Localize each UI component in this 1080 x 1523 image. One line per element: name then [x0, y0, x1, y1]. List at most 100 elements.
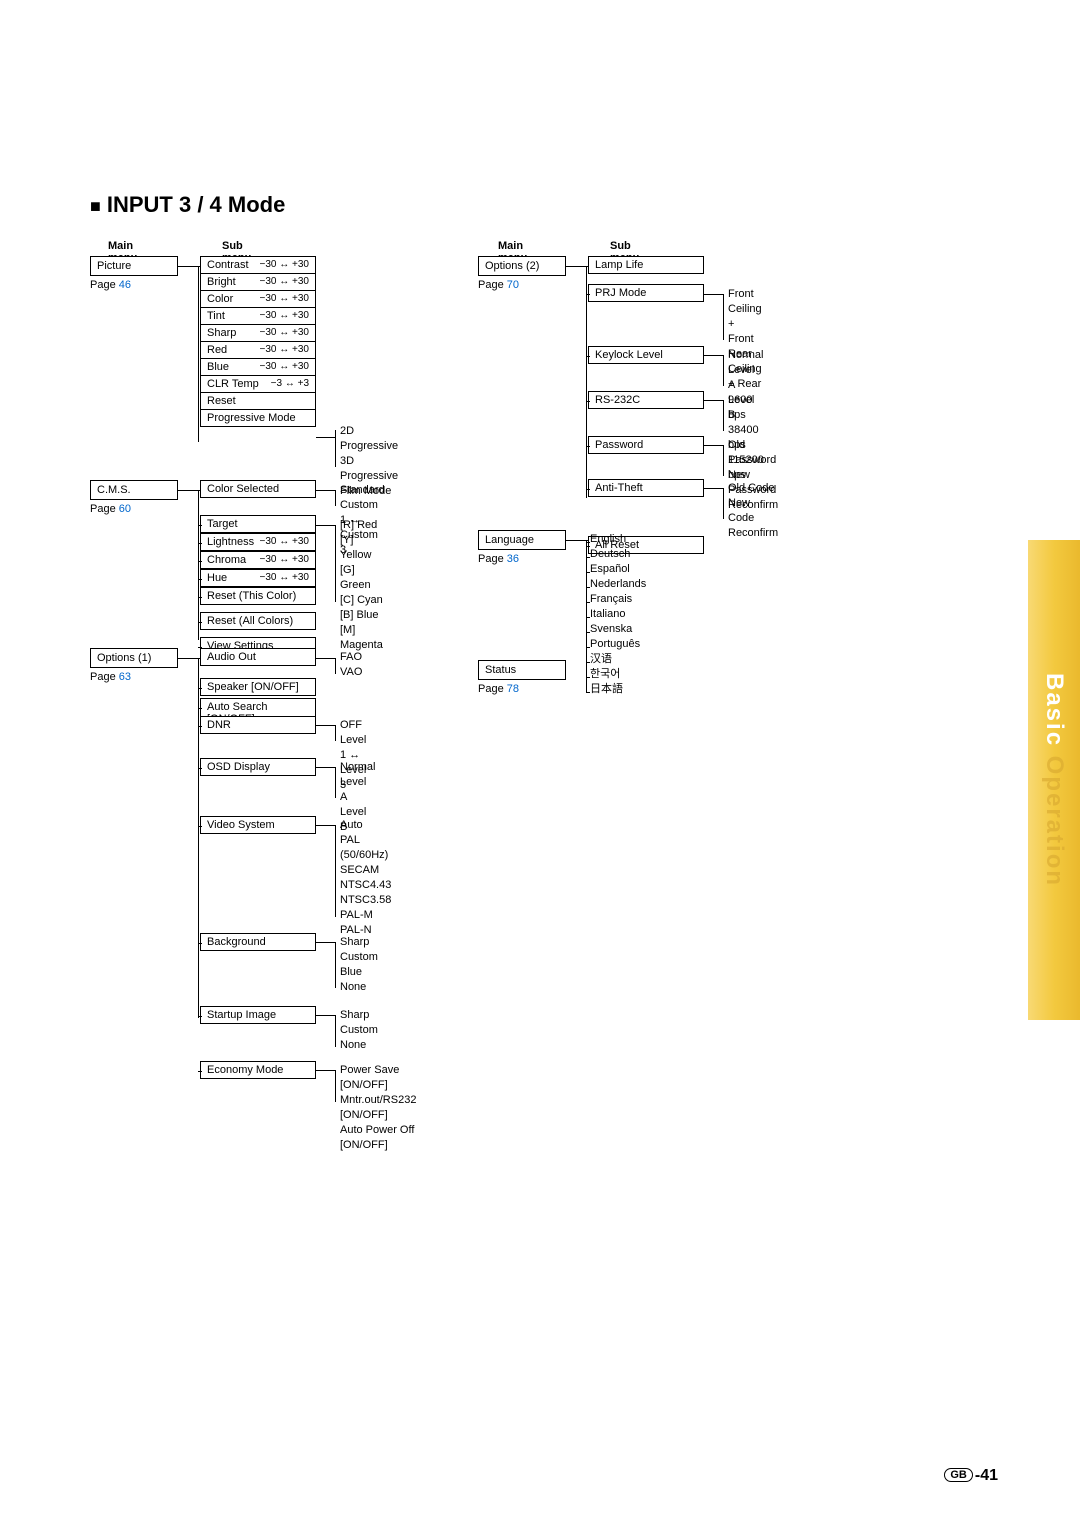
- detail-item: Reconfirm: [728, 526, 778, 541]
- detail-item: 日本語: [590, 682, 646, 697]
- sub-label: Economy Mode: [207, 1064, 283, 1076]
- detail-item: Standard: [340, 483, 385, 498]
- detail-item: Français: [590, 592, 646, 607]
- sub-label: Password: [595, 439, 643, 451]
- connector: [586, 446, 590, 447]
- page-footer: GB-41: [944, 1467, 998, 1485]
- connector: [335, 1015, 336, 1047]
- sub-label: Contrast: [207, 259, 249, 271]
- sub-item: Password: [588, 436, 704, 454]
- connector: [335, 767, 336, 798]
- connector: [198, 543, 202, 544]
- connector: [704, 400, 724, 401]
- connector: [335, 430, 336, 467]
- detail-item: [B] Blue: [340, 608, 383, 623]
- sub-item: Startup Image: [200, 1006, 316, 1024]
- sub-label: Red: [207, 344, 227, 356]
- sub-item: Tint−30 ↔ +30: [200, 307, 316, 325]
- picture-main: Picture Page 46: [90, 256, 178, 291]
- sub-label: Blue: [207, 361, 229, 373]
- detail-item: Level A: [340, 775, 375, 805]
- connector: [316, 725, 336, 726]
- sub-item: Reset (This Color): [200, 587, 316, 605]
- detail-item: Auto: [340, 818, 391, 833]
- antitheft-detail: Old CodeNew CodeReconfirm: [728, 481, 778, 541]
- detail-item: Level A: [728, 363, 763, 393]
- sub-label: Bright: [207, 276, 236, 288]
- connector: [566, 266, 588, 267]
- sub-label: Background: [207, 936, 266, 948]
- sub-label: Color Selected: [207, 483, 279, 495]
- sub-item: Target: [200, 515, 316, 533]
- picture-pageref: Page 46: [90, 279, 178, 291]
- detail-item: [Y] Yellow: [340, 533, 383, 563]
- connector: [723, 355, 724, 386]
- connector: [316, 942, 336, 943]
- sub-label: Target: [207, 518, 238, 530]
- connector: [704, 355, 724, 356]
- sub-range: −30 ↔ +30: [260, 361, 309, 373]
- detail-item: 한국어: [590, 667, 646, 682]
- connector: [586, 602, 590, 603]
- detail-item: Power Save [ON/OFF]: [340, 1063, 416, 1093]
- picture-title-box: Picture: [90, 256, 178, 276]
- connector: [723, 445, 724, 476]
- detail-item: Sharp: [340, 935, 378, 950]
- detail-item: Old Password: [728, 438, 778, 468]
- startup-detail: SharpCustomNone: [340, 1008, 378, 1053]
- detail-item: PAL-M: [340, 908, 391, 923]
- detail-item: Português: [590, 637, 646, 652]
- sub-item: Red−30 ↔ +30: [200, 341, 316, 359]
- detail-item: Sharp: [340, 1008, 378, 1023]
- connector: [586, 401, 590, 402]
- sub-label: Sharp: [207, 327, 236, 339]
- connector: [335, 525, 336, 602]
- options2-title: Options (2): [485, 260, 539, 272]
- detail-item: FAO: [340, 650, 362, 665]
- language-main: Language Page 36: [478, 530, 566, 565]
- detail-item: 3D Progressive: [340, 454, 398, 484]
- title-square-icon: ■: [90, 196, 101, 216]
- title-text: INPUT 3 / 4 Mode: [107, 192, 285, 217]
- detail-item: None: [340, 1038, 378, 1053]
- connector: [586, 662, 590, 663]
- connector: [316, 1070, 336, 1071]
- connector: [704, 445, 724, 446]
- connector: [198, 1016, 202, 1017]
- detail-item: 2D Progressive: [340, 424, 398, 454]
- sub-range: −30 ↔ +30: [260, 327, 309, 339]
- detail-item: [M] Magenta: [340, 623, 383, 653]
- video-detail: AutoPAL (50/60Hz)SECAMNTSC4.43NTSC3.58PA…: [340, 818, 391, 938]
- side-tab-operation: Operation: [1041, 747, 1068, 887]
- sub-range: −30 ↔ +30: [260, 572, 309, 584]
- sub-item: Lightness−30 ↔ +30: [200, 533, 316, 551]
- status-main: Status Page 78: [478, 660, 566, 695]
- connector: [198, 266, 199, 442]
- options1-title: Options (1): [97, 652, 151, 664]
- connector: [198, 622, 202, 623]
- status-title: Status: [485, 664, 516, 676]
- sub-item: Hue−30 ↔ +30: [200, 569, 316, 587]
- detail-item: PAL (50/60Hz): [340, 833, 391, 863]
- connector: [198, 597, 202, 598]
- detail-item: English: [590, 532, 646, 547]
- sub-range: −30 ↔ +30: [260, 259, 309, 271]
- audio-out-detail: FAOVAO: [340, 650, 362, 680]
- sub-label: Color: [207, 293, 233, 305]
- options1-main: Options (1) Page 63: [90, 648, 178, 683]
- sub-item: RS-232C: [588, 391, 704, 409]
- sub-item: Reset: [200, 392, 316, 410]
- page-number: -41: [975, 1467, 998, 1484]
- sub-label: PRJ Mode: [595, 287, 646, 299]
- sub-item: Blue −30 ↔ +30: [200, 358, 316, 376]
- connector: [723, 400, 724, 431]
- language-title-box: Language: [478, 530, 566, 550]
- detail-item: Español: [590, 562, 646, 577]
- options2-pageref: Page 70: [478, 279, 566, 291]
- sub-item: Color−30 ↔ +30: [200, 290, 316, 308]
- detail-item: New Code: [728, 496, 778, 526]
- options1-title-box: Options (1): [90, 648, 178, 668]
- detail-item: None: [340, 980, 378, 995]
- sub-label: Reset (This Color): [207, 590, 296, 602]
- connector: [586, 540, 587, 692]
